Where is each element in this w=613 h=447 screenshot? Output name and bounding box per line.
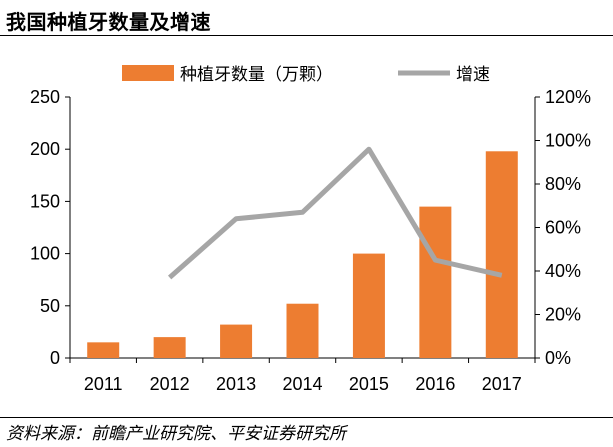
y-left-tick-label: 50 (40, 296, 60, 316)
title-divider (0, 35, 613, 36)
y-right-tick-label: 40% (545, 261, 581, 281)
x-tick-label: 2015 (349, 374, 389, 394)
y-right-tick-label: 20% (545, 305, 581, 325)
x-tick-label: 2011 (84, 374, 123, 394)
y-right-tick-label: 0% (545, 348, 571, 368)
y-left-tick-label: 250 (30, 87, 60, 107)
y-left-tick-label: 100 (30, 244, 60, 264)
y-right-tick-label: 100% (545, 131, 591, 151)
bar (153, 337, 186, 358)
y-right-tick-label: 80% (545, 174, 581, 194)
bar (352, 253, 385, 358)
bar (220, 324, 253, 358)
legend-label-line: 增速 (456, 65, 490, 85)
y-left-tick-label: 0 (50, 348, 60, 368)
y-right-tick-label: 60% (545, 218, 581, 238)
chart-title: 我国种植牙数量及增速 (6, 10, 211, 34)
bar (286, 303, 319, 358)
source-note: 资料来源：前瞻产业研究院、平安证券研究所 (6, 424, 346, 444)
y-right-tick-label: 120% (545, 87, 591, 107)
x-tick-label: 2013 (216, 374, 256, 394)
x-tick-label: 2012 (150, 374, 190, 394)
legend-swatch-bar (122, 65, 174, 81)
bar (419, 206, 452, 358)
bar (87, 342, 120, 358)
legend-label-bar: 种植牙数量（万颗） (180, 65, 333, 85)
footer-divider (0, 417, 613, 418)
bar (485, 151, 518, 358)
x-tick-label: 2017 (482, 374, 522, 394)
growth-line (167, 146, 503, 280)
x-tick-label: 2016 (415, 374, 455, 394)
y-left-tick-label: 200 (30, 139, 60, 159)
y-left-tick-label: 150 (30, 191, 60, 211)
x-tick-label: 2014 (282, 374, 322, 394)
